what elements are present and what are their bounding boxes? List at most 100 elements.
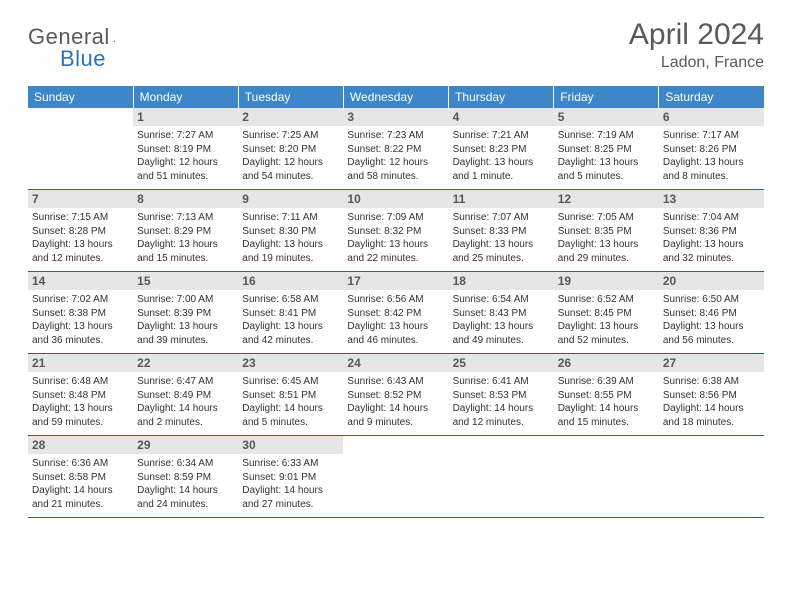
info-line: Daylight: 14 hours	[137, 402, 234, 416]
info-line: Sunset: 8:26 PM	[663, 143, 760, 157]
info-line: and 52 minutes.	[558, 334, 655, 348]
info-line: and 42 minutes.	[242, 334, 339, 348]
info-line: Sunrise: 7:04 AM	[663, 211, 760, 225]
info-line: Sunrise: 6:36 AM	[32, 457, 129, 471]
info-line: Sunset: 8:19 PM	[137, 143, 234, 157]
day-info: Sunrise: 6:58 AMSunset: 8:41 PMDaylight:…	[242, 293, 339, 347]
info-line: Daylight: 14 hours	[663, 402, 760, 416]
info-line: Sunrise: 7:13 AM	[137, 211, 234, 225]
info-line: and 9 minutes.	[347, 416, 444, 430]
info-line: Daylight: 13 hours	[347, 238, 444, 252]
day-info: Sunrise: 7:27 AMSunset: 8:19 PMDaylight:…	[137, 129, 234, 183]
day-number: 6	[659, 108, 764, 126]
info-line: Daylight: 14 hours	[32, 484, 129, 498]
day-number: 10	[343, 190, 448, 208]
day-info: Sunrise: 6:48 AMSunset: 8:48 PMDaylight:…	[32, 375, 129, 429]
info-line: and 15 minutes.	[558, 416, 655, 430]
info-line: Sunrise: 7:21 AM	[453, 129, 550, 143]
day-info: Sunrise: 6:36 AMSunset: 8:58 PMDaylight:…	[32, 457, 129, 511]
dow-header: Saturday	[659, 86, 764, 108]
info-line: and 24 minutes.	[137, 498, 234, 512]
day-info: Sunrise: 6:54 AMSunset: 8:43 PMDaylight:…	[453, 293, 550, 347]
info-line: Daylight: 13 hours	[453, 320, 550, 334]
day-info: Sunrise: 7:19 AMSunset: 8:25 PMDaylight:…	[558, 129, 655, 183]
calendar-cell: 20Sunrise: 6:50 AMSunset: 8:46 PMDayligh…	[659, 272, 764, 354]
info-line: Sunrise: 6:39 AM	[558, 375, 655, 389]
info-line: Sunrise: 6:38 AM	[663, 375, 760, 389]
day-number: 13	[659, 190, 764, 208]
info-line: and 18 minutes.	[663, 416, 760, 430]
calendar-cell: 22Sunrise: 6:47 AMSunset: 8:49 PMDayligh…	[133, 354, 238, 436]
info-line: Sunset: 8:45 PM	[558, 307, 655, 321]
calendar-cell: 10Sunrise: 7:09 AMSunset: 8:32 PMDayligh…	[343, 190, 448, 272]
day-info: Sunrise: 7:25 AMSunset: 8:20 PMDaylight:…	[242, 129, 339, 183]
day-number: 27	[659, 354, 764, 372]
day-number: 21	[28, 354, 133, 372]
day-info: Sunrise: 7:04 AMSunset: 8:36 PMDaylight:…	[663, 211, 760, 265]
info-line: Sunset: 8:48 PM	[32, 389, 129, 403]
info-line: Sunrise: 6:54 AM	[453, 293, 550, 307]
info-line: Sunset: 8:53 PM	[453, 389, 550, 403]
day-number: 15	[133, 272, 238, 290]
calendar-cell: 15Sunrise: 7:00 AMSunset: 8:39 PMDayligh…	[133, 272, 238, 354]
info-line: and 15 minutes.	[137, 252, 234, 266]
info-line: Sunset: 8:43 PM	[453, 307, 550, 321]
day-number: 18	[449, 272, 554, 290]
calendar-cell: 29Sunrise: 6:34 AMSunset: 8:59 PMDayligh…	[133, 436, 238, 518]
info-line: Sunrise: 7:19 AM	[558, 129, 655, 143]
calendar-cell	[554, 436, 659, 518]
info-line: Sunset: 8:23 PM	[453, 143, 550, 157]
info-line: and 27 minutes.	[242, 498, 339, 512]
calendar-cell: 21 Sunrise: 6:48 AMSunset: 8:48 PMDayligh…	[28, 354, 133, 436]
day-number: 5	[554, 108, 659, 126]
info-line: and 5 minutes.	[242, 416, 339, 430]
info-line: Daylight: 13 hours	[242, 320, 339, 334]
calendar-cell: 26Sunrise: 6:39 AMSunset: 8:55 PMDayligh…	[554, 354, 659, 436]
info-line: Sunset: 8:33 PM	[453, 225, 550, 239]
calendar-cell: 11Sunrise: 7:07 AMSunset: 8:33 PMDayligh…	[449, 190, 554, 272]
info-line: and 5 minutes.	[558, 170, 655, 184]
info-line: Sunset: 8:35 PM	[558, 225, 655, 239]
info-line: Sunset: 8:32 PM	[347, 225, 444, 239]
info-line: Sunset: 8:49 PM	[137, 389, 234, 403]
info-line: and 36 minutes.	[32, 334, 129, 348]
day-info: Sunrise: 6:45 AMSunset: 8:51 PMDaylight:…	[242, 375, 339, 429]
calendar-cell: 14Sunrise: 7:02 AMSunset: 8:38 PMDayligh…	[28, 272, 133, 354]
info-line: and 46 minutes.	[347, 334, 444, 348]
info-line: Daylight: 13 hours	[347, 320, 444, 334]
info-line: Sunrise: 6:34 AM	[137, 457, 234, 471]
info-line: Sunrise: 7:05 AM	[558, 211, 655, 225]
info-line: and 49 minutes.	[453, 334, 550, 348]
info-line: Sunrise: 6:50 AM	[663, 293, 760, 307]
info-line: Daylight: 13 hours	[453, 156, 550, 170]
calendar-cell: 12Sunrise: 7:05 AMSunset: 8:35 PMDayligh…	[554, 190, 659, 272]
info-line: Sunrise: 6:47 AM	[137, 375, 234, 389]
day-number: 17	[343, 272, 448, 290]
info-line: Sunrise: 6:33 AM	[242, 457, 339, 471]
day-number: 16	[238, 272, 343, 290]
info-line: Daylight: 13 hours	[558, 320, 655, 334]
calendar-cell	[343, 436, 448, 518]
calendar-cell: 2Sunrise: 7:25 AMSunset: 8:20 PMDaylight…	[238, 108, 343, 190]
info-line: Sunset: 8:39 PM	[137, 307, 234, 321]
info-line: Sunrise: 6:43 AM	[347, 375, 444, 389]
calendar-cell: 13 Sunrise: 7:04 AMSunset: 8:36 PMDayligh…	[659, 190, 764, 272]
calendar-cell: 18 Sunrise: 6:54 AMSunset: 8:43 PMDayligh…	[449, 272, 554, 354]
day-number: 3	[343, 108, 448, 126]
day-info: Sunrise: 7:05 AMSunset: 8:35 PMDaylight:…	[558, 211, 655, 265]
location-label: Ladon, France	[629, 54, 764, 72]
calendar-cell: 9Sunrise: 7:11 AMSunset: 8:30 PMDaylight…	[238, 190, 343, 272]
info-line: and 32 minutes.	[663, 252, 760, 266]
info-line: and 25 minutes.	[453, 252, 550, 266]
info-line: Daylight: 14 hours	[558, 402, 655, 416]
info-line: Daylight: 12 hours	[137, 156, 234, 170]
dow-header: Tuesday	[238, 86, 343, 108]
info-line: Daylight: 14 hours	[242, 402, 339, 416]
info-line: and 59 minutes.	[32, 416, 129, 430]
day-info: Sunrise: 6:38 AMSunset: 8:56 PMDaylight:…	[663, 375, 760, 429]
calendar-cell: 1Sunrise: 7:27 AMSunset: 8:19 PMDaylight…	[133, 108, 238, 190]
day-number: 26	[554, 354, 659, 372]
info-line: Daylight: 13 hours	[663, 156, 760, 170]
calendar-cell	[659, 436, 764, 518]
day-number: 19	[554, 272, 659, 290]
